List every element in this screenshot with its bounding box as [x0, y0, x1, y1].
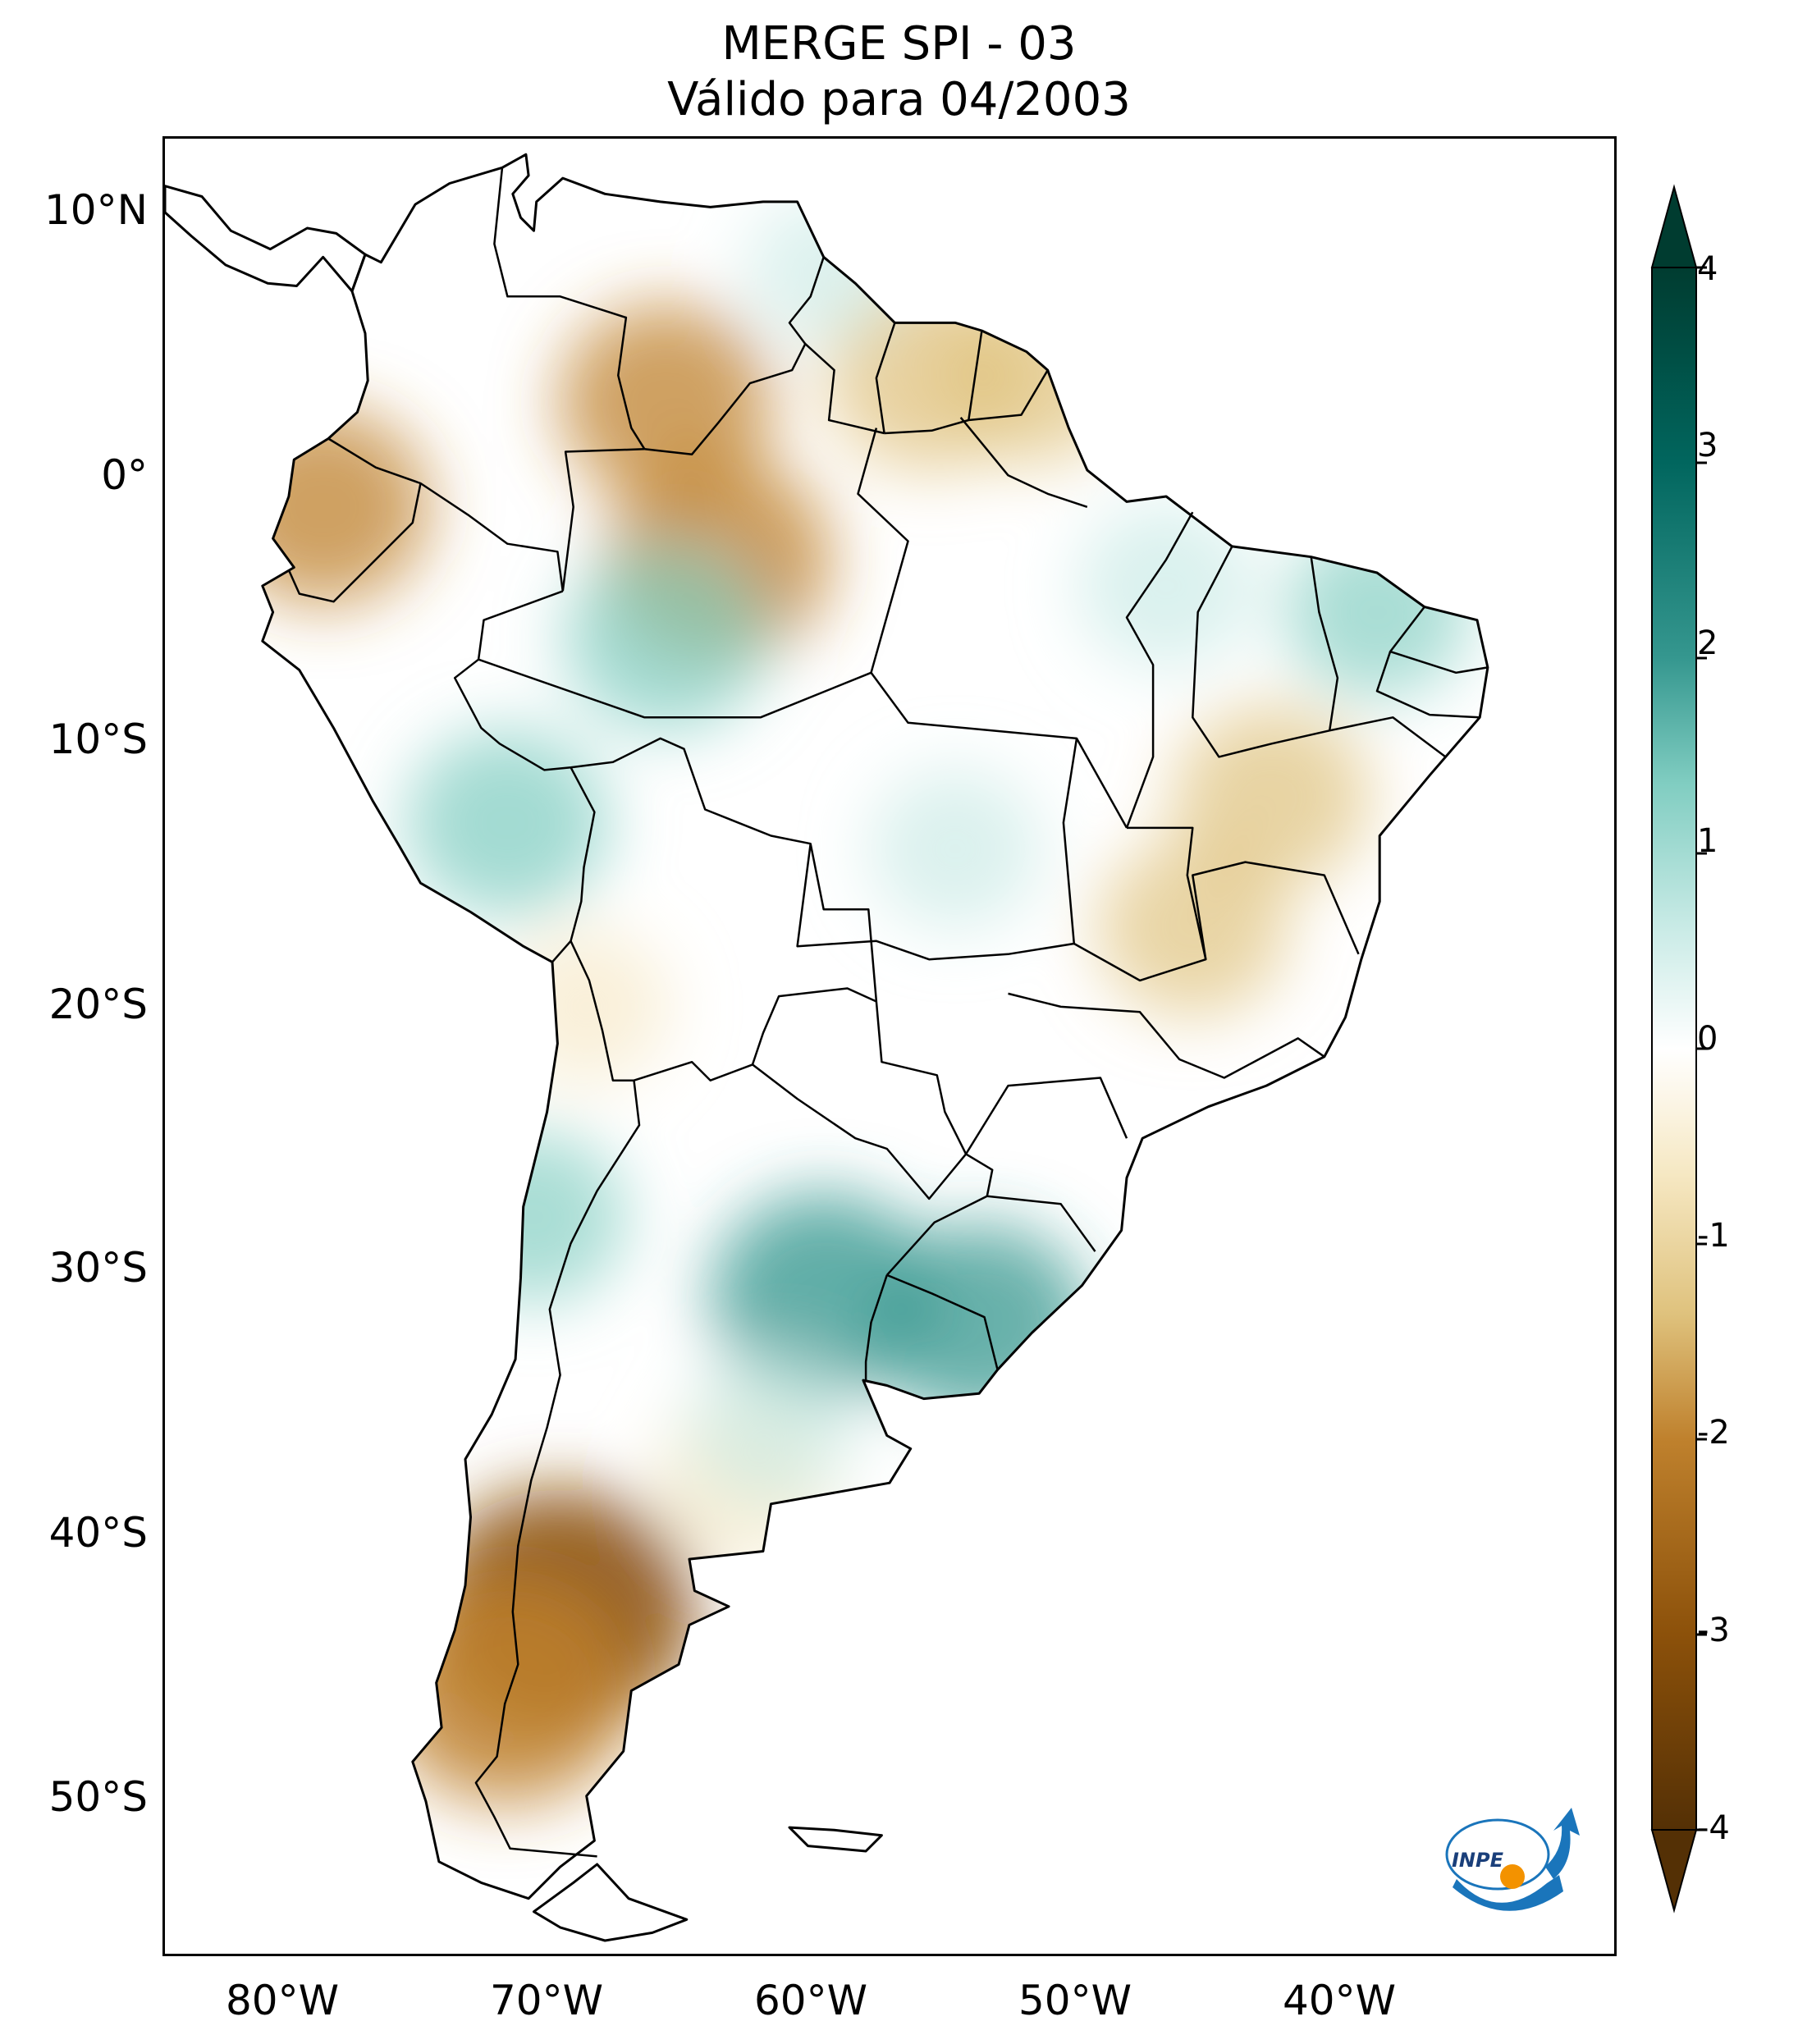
border-colombia-brazil-peru — [561, 448, 645, 592]
border-peru-chile — [551, 940, 572, 963]
lat-tick-label-10s: 10°S — [48, 716, 148, 763]
spi-anomaly-15 — [1077, 501, 1256, 670]
border-peru-bolivia — [570, 766, 596, 942]
lat-tick-label-20s: 20°S — [48, 981, 148, 1028]
border-brazil-states-amapa-para — [959, 417, 1088, 508]
inpe-logo-icon: INPE — [1445, 1808, 1580, 1911]
border-brazil-states-parana — [965, 1077, 1128, 1155]
border-ecuador-peru — [287, 482, 422, 603]
border-paraguay-brazil — [875, 1001, 968, 1155]
border-venezuela-brazil — [644, 343, 807, 455]
map-canvas — [165, 153, 1489, 1942]
border-chile-argentina — [474, 1080, 641, 1858]
tierra-del-fuego-outline — [533, 1863, 689, 1942]
lon-tick-label-50w: 50°W — [1018, 1977, 1132, 2024]
spi-field — [165, 154, 1488, 1941]
border-paraguay-argentina — [752, 1063, 968, 1200]
spi-anomaly-3 — [559, 303, 773, 501]
border-brazil-states-minas-sp — [1008, 992, 1325, 1079]
lat-tick-label-30s: 30°S — [48, 1244, 148, 1292]
spi-anomaly-19 — [687, 1348, 855, 1507]
spi-anomaly-13 — [406, 729, 609, 917]
spi-anomaly-1 — [383, 1577, 632, 1804]
lon-tick-label-80w: 80°W — [225, 1977, 340, 2024]
spi-anomaly-14 — [565, 545, 767, 733]
border-bolivia-argentina — [634, 1060, 753, 1081]
border-colombia-venezuela — [493, 167, 646, 450]
border-brazil-states-sc-rs — [986, 1195, 1096, 1252]
lat-tick-label-0: 0° — [101, 451, 148, 499]
colorbar-tick-label-minus-1: -1 — [1697, 1217, 1730, 1255]
border-brazil-states-pe-al — [1375, 651, 1480, 719]
border-peru-brazil — [453, 590, 571, 771]
spi-anomaly-8 — [1097, 839, 1288, 1017]
central-america-outline — [165, 185, 367, 293]
border-bolivia-paraguay — [751, 987, 877, 1065]
border-brazil-states-piaui-ceara — [1310, 556, 1339, 731]
logo-text: INPE — [1452, 1849, 1504, 1872]
coastline — [261, 153, 1489, 1900]
map-frame — [162, 136, 1617, 1956]
colorbar-tick-label-4: 4 — [1697, 250, 1718, 288]
border-brazil-states-matogrosso — [796, 844, 1074, 961]
lon-tick-label-70w: 70°W — [489, 1977, 604, 2024]
border-brazil-states-rn-pb-pe — [1389, 606, 1489, 674]
country-borders — [165, 153, 1489, 1942]
border-uruguay-brazil — [886, 1273, 999, 1370]
spi-anomaly-18 — [441, 1131, 627, 1304]
lat-tick-label-10n: 10°N — [43, 186, 148, 234]
colorbar-tick-label-3: 3 — [1697, 427, 1718, 464]
border-bolivia-brazil — [570, 737, 878, 1002]
spi-anomaly-6 — [939, 286, 1130, 464]
colorbar-tick-label-1: 1 — [1697, 822, 1718, 860]
spi-anomaly-10 — [502, 927, 670, 1086]
border-brazil-states-bahia-minas — [1192, 861, 1360, 960]
border-brazil-states-goias — [1062, 738, 1207, 982]
border-guyana-brazil — [804, 343, 885, 435]
border-bolivia-chile — [570, 940, 634, 1081]
spi-anomaly-17 — [868, 767, 1042, 931]
border-colombia-ecuador-peru — [327, 437, 565, 592]
chart-subtitle: Válido para 04/2003 — [667, 73, 1131, 126]
border-brazil-states-northeast — [1192, 546, 1447, 758]
spi-anomaly-20 — [745, 196, 902, 345]
chart-title: MERGE SPI - 03 — [721, 17, 1077, 71]
colorbar-extend-bottom — [1650, 1829, 1698, 1914]
border-brazil-states-amazonas-para — [857, 428, 909, 674]
border-suriname-fguiana — [968, 330, 983, 421]
colorbar-tick-label-2: 2 — [1697, 624, 1718, 662]
border-guianas-brazil — [884, 369, 1049, 435]
lon-tick-label-40w: 40°W — [1282, 1977, 1397, 2024]
falklands-outline — [788, 1826, 883, 1853]
spi-anomaly-7 — [1174, 705, 1370, 888]
colorbar-extend-top — [1650, 184, 1698, 268]
lat-tick-label-40s: 40°S — [48, 1509, 148, 1557]
colorbar-gradient — [1651, 267, 1697, 1831]
lon-tick-label-60w: 60°W — [753, 1977, 868, 2024]
colorbar-tick-label-minus-3: -3 — [1697, 1612, 1730, 1649]
colorbar-tick-label-0: 0 — [1697, 1020, 1718, 1058]
border-venezuela-guyana — [788, 256, 825, 345]
border-argentina-uruguay — [864, 1274, 888, 1381]
border-brazil-states-tocantins-maranhao — [1125, 511, 1194, 829]
colorbar-tick-label-minus-2: -2 — [1697, 1414, 1730, 1452]
border-guyana-suriname — [875, 322, 896, 434]
lat-tick-label-50s: 50°S — [48, 1773, 148, 1821]
colorbar-tick-label-minus-4: -4 — [1697, 1809, 1730, 1847]
spi-anomaly-4 — [216, 408, 430, 606]
